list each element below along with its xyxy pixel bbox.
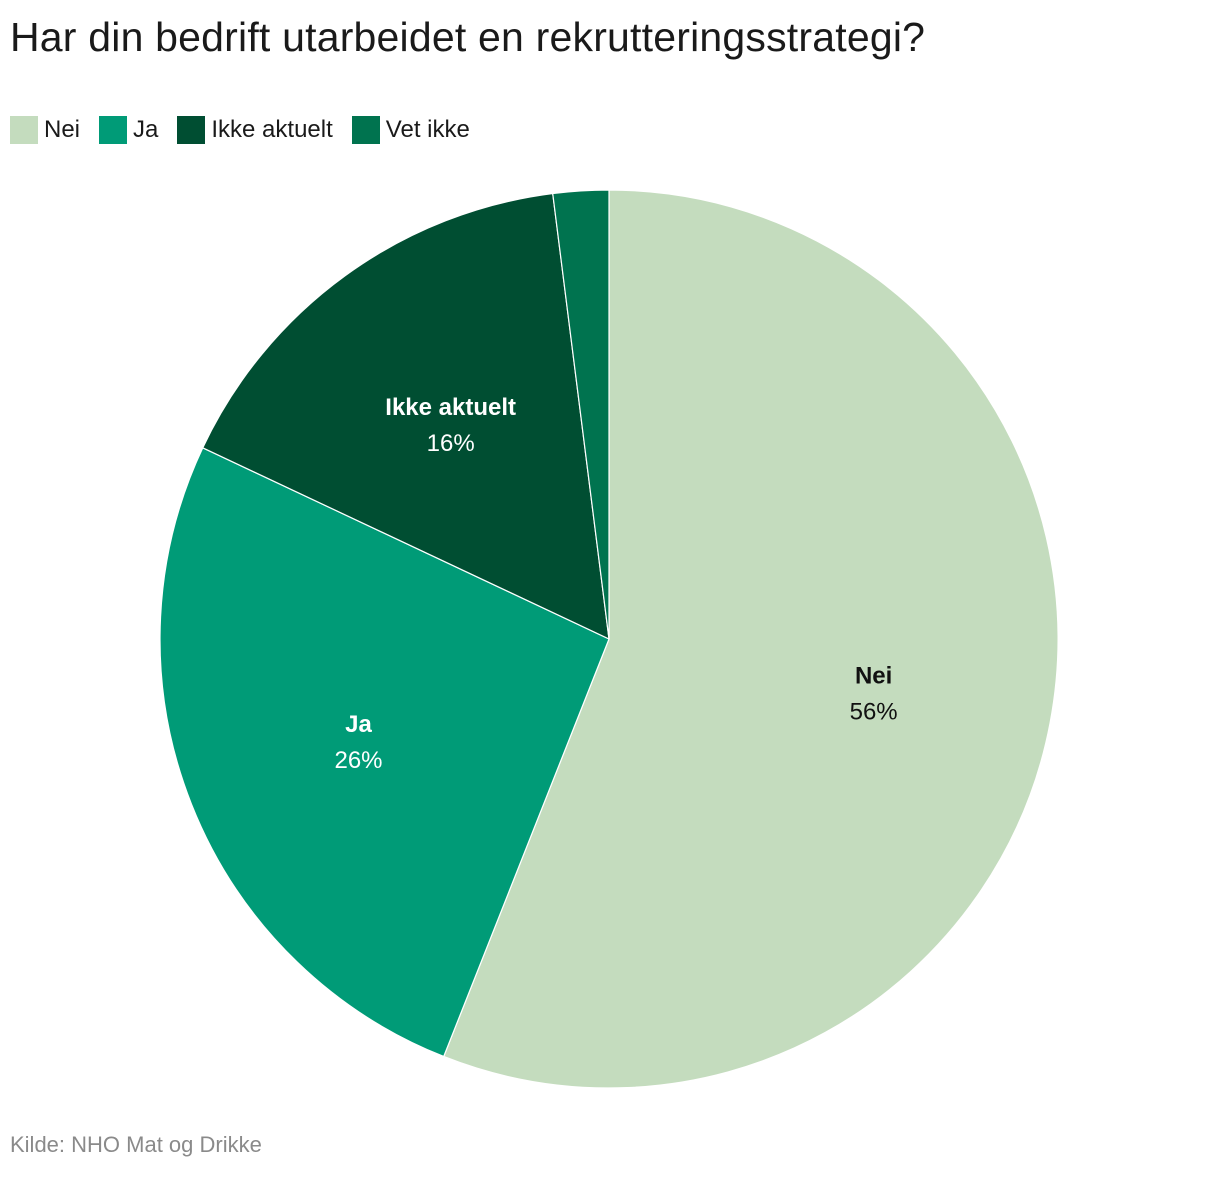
legend-swatch xyxy=(177,116,206,144)
legend-swatch xyxy=(10,116,38,144)
slice-label-value-ja: 26% xyxy=(334,747,382,774)
legend: Nei Ja Ikke aktuelt Vet ikke xyxy=(10,116,489,144)
pie-slice-vet-ikke[interactable] xyxy=(552,189,610,640)
legend-label: Vet ikke xyxy=(385,116,470,143)
pie-slices xyxy=(159,189,1059,1089)
legend-item-ikke-aktuelt[interactable]: Ikke aktuelt xyxy=(177,116,333,144)
chart-title: Har din bedrift utarbeidet en rekrutteri… xyxy=(10,14,926,60)
pie-slice-ja[interactable] xyxy=(159,447,610,1058)
legend-label: Ja xyxy=(133,116,159,143)
slice-label-value-ikke-aktuelt: 16% xyxy=(427,430,475,457)
pie-labels: Nei 56% Ja 26% Ikke aktuelt 16% xyxy=(334,394,897,774)
legend-label: Ikke aktuelt xyxy=(211,116,333,143)
legend-item-nei[interactable]: Nei xyxy=(10,116,80,144)
legend-item-ja[interactable]: Ja xyxy=(99,116,158,144)
slice-label-name-ja: Ja xyxy=(345,711,372,738)
legend-label: Nei xyxy=(44,116,81,143)
legend-item-vet-ikke[interactable]: Vet ikke xyxy=(351,116,470,144)
slice-label-value-nei: 56% xyxy=(850,698,898,725)
pie-slice-nei[interactable] xyxy=(443,189,1059,1089)
legend-swatch xyxy=(99,116,128,144)
pie-slice-ikke-aktuelt[interactable] xyxy=(202,192,610,640)
legend-swatch xyxy=(351,116,380,144)
slice-label-name-nei: Nei xyxy=(855,662,892,689)
source-note: Kilde: NHO Mat og Drikke xyxy=(10,1132,262,1157)
slice-label-name-ikke-aktuelt: Ikke aktuelt xyxy=(385,394,516,421)
